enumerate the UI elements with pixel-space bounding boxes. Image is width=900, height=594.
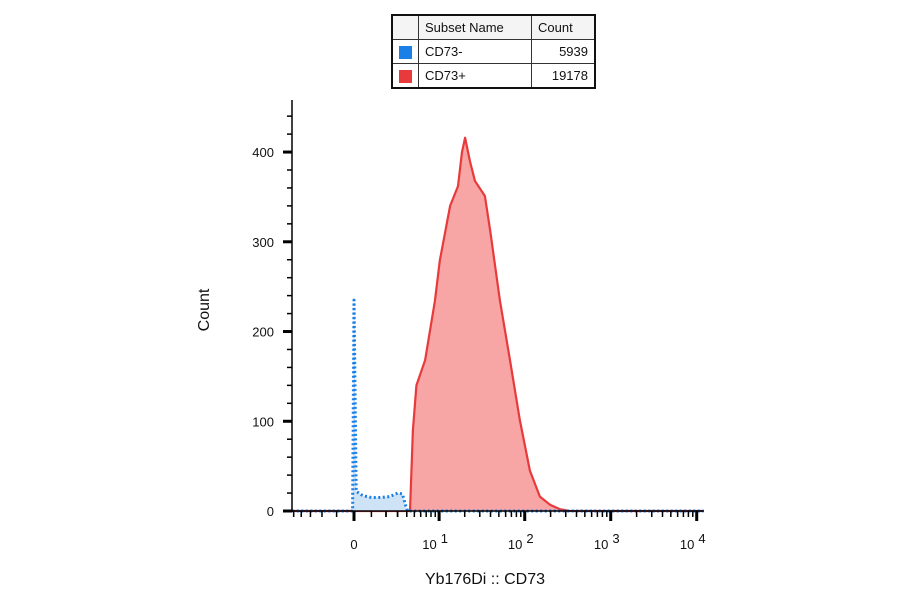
legend-swatch-cd73-neg — [399, 46, 412, 60]
y-tick-label: 300 — [252, 235, 274, 250]
legend-swatch-cd73-pos — [399, 70, 412, 84]
series-line-CD73- — [292, 298, 704, 513]
legend-name: CD73+ — [418, 63, 532, 89]
legend-count: 5939 — [531, 39, 596, 64]
x-tick-label: 0 — [350, 537, 357, 552]
x-tick-label: 10 3 — [594, 531, 620, 552]
x-tick-label: 10 1 — [422, 531, 448, 552]
legend-table: Subset Name Count CD73- 5939 CD73+ 19178 — [391, 14, 596, 89]
x-tick-label: 10 2 — [508, 531, 534, 552]
legend-count: 19178 — [531, 63, 596, 89]
y-tick-label: 200 — [252, 325, 274, 340]
legend-name: CD73- — [418, 39, 532, 64]
legend-row: CD73- 5939 — [391, 39, 596, 64]
series-line-CD73+ — [292, 136, 704, 513]
y-tick-label: 100 — [252, 414, 274, 429]
legend-row: CD73+ 19178 — [391, 63, 596, 89]
x-tick-label: 10 4 — [680, 531, 706, 552]
y-tick-label: 400 — [252, 145, 274, 160]
y-axis-label: Count — [196, 288, 213, 331]
y-tick-label: 0 — [267, 504, 274, 519]
x-axis-label: Yb176Di :: CD73 — [425, 571, 545, 588]
legend-header-count: Count — [531, 14, 596, 40]
series-fill-CD73+ — [292, 137, 704, 511]
